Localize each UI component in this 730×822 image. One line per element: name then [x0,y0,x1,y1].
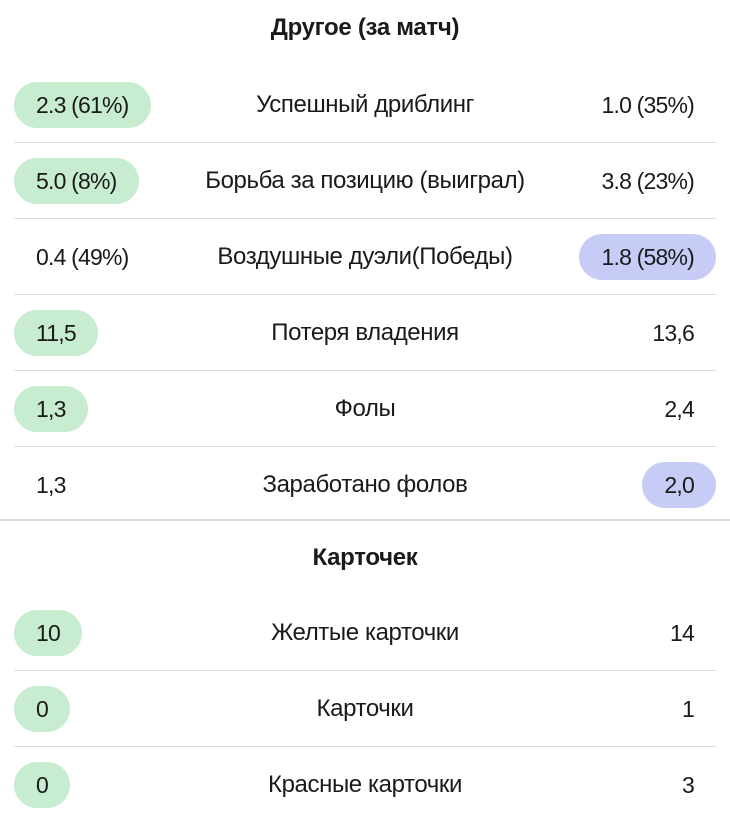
home-value: 0 [14,686,70,732]
stat-label: Карточки [316,695,414,722]
home-value: 5.0 (8%) [14,158,139,204]
away-value: 1.0 (35%) [601,92,694,118]
section-divider [0,519,730,521]
away-value: 13,6 [652,320,694,346]
away-value: 1.8 (58%) [579,234,716,280]
stat-row-yellow-cards: 10 Желтые карточки 14 [0,596,730,670]
stat-row-aerial-duels: 0.4 (49%) Воздушные дуэли(Победы) 1.8 (5… [0,220,730,294]
stat-row-red-cards: 0 Красные карточки 3 [0,748,730,822]
stat-label: Желтые карточки [271,619,459,646]
away-value: 14 [670,620,695,646]
home-value: 2.3 (61%) [14,82,151,128]
row-divider [14,294,716,295]
home-value: 10 [14,610,82,656]
row-divider [14,746,716,747]
stat-label: Воздушные дуэли(Победы) [217,243,513,270]
section-title-other: Другое (за матч) [270,14,460,41]
row-divider [14,142,716,143]
section-title-cards: Карточек [312,544,418,571]
stat-label: Успешный дриблинг [256,91,474,118]
home-value: 1,3 [36,472,66,498]
away-value: 2,0 [642,462,716,508]
stat-row-fouls-won: 1,3 Заработано фолов 2,0 [0,448,730,522]
row-divider [14,218,716,219]
stat-label: Потеря владения [271,319,459,346]
home-value: 0.4 (49%) [36,244,129,270]
away-value: 3.8 (23%) [601,168,694,194]
away-value: 1 [682,696,695,722]
home-value: 0 [14,762,70,808]
stat-row-ground-duels: 5.0 (8%) Борьба за позицию (выиграл) 3.8… [0,144,730,218]
stat-label: Борьба за позицию (выиграл) [205,167,525,194]
away-value: 2,4 [664,396,694,422]
stat-row-possession-lost: 11,5 Потеря владения 13,6 [0,296,730,370]
row-divider [14,670,716,671]
away-value: 3 [682,772,695,798]
stat-label: Красные карточки [268,771,462,798]
row-divider [14,370,716,371]
stat-row-cards: 0 Карточки 1 [0,672,730,746]
row-divider [14,446,716,447]
stat-row-successful-dribbling: 2.3 (61%) Успешный дриблинг 1.0 (35%) [0,68,730,142]
stat-label: Заработано фолов [262,471,468,498]
stat-row-fouls: 1,3 Фолы 2,4 [0,372,730,446]
stat-label: Фолы [334,395,396,422]
home-value: 11,5 [14,310,98,356]
home-value: 1,3 [14,386,88,432]
